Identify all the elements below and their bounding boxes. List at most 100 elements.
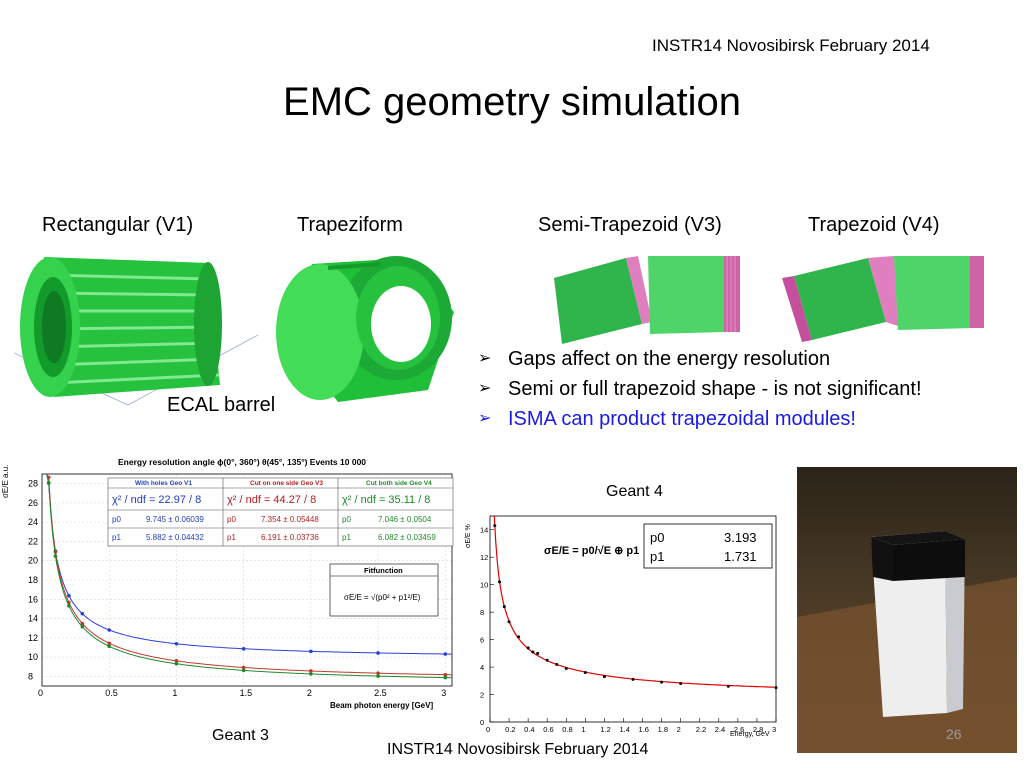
geant3-data-point [241, 646, 246, 651]
geant3-data-point [80, 621, 85, 626]
geant4-data-point [555, 662, 559, 666]
geant3-p1-v3: 6.191 ± 0.03736 [261, 533, 319, 542]
bullet-item-highlight: ➢ ISMA can product trapezoidal modules! [478, 404, 938, 434]
geant3-data-point [53, 554, 58, 558]
geant3-caption: Geant 3 [212, 727, 269, 744]
geant4-xtick-label: 0.4 [524, 725, 534, 734]
geant3-fit-curve-2 [46, 473, 453, 676]
geant4-curve [493, 515, 778, 690]
label-semi-trapezoid-v3: Semi-Trapezoid (V3) [538, 214, 722, 236]
slide-title: EMC geometry simulation [283, 80, 741, 124]
label-rectangular-v1: Rectangular (V1) [42, 214, 194, 236]
header-conference: INSTR14 Novosibirsk February 2014 [652, 36, 930, 55]
geant3-ticks: 0 0.5 1 1.5 2 2.5 3 8 10 12 14 16 18 20 22 24 26 28 [28, 479, 446, 698]
geant3-curves [46, 473, 453, 680]
geant4-xtick-label: 0.8 [562, 725, 572, 734]
geant3-p0-v1: 9.745 ± 0.06039 [146, 515, 204, 524]
geant3-chi-v3: χ² / ndf = 44.27 / 8 [227, 494, 316, 506]
geant3-data-point [376, 674, 380, 678]
geant3-col-head-v4: Cut both side Geo V4 [366, 480, 432, 487]
geant4-xtick-label: 0.2 [505, 725, 515, 734]
geant3-p0-label-v1: p0 [112, 515, 121, 524]
geant3-data-point [80, 624, 85, 629]
geant4-ytick-label: 12 [480, 553, 488, 562]
geant4-xtick-label: 1.6 [639, 725, 649, 734]
geant4-data-point [536, 651, 540, 655]
geant4-data-point [531, 650, 535, 654]
geant3-data-point [309, 669, 313, 673]
geant4-xtick-label: 1.4 [619, 725, 629, 734]
geant4-xtick-label: 2 [677, 725, 681, 734]
geant4-data-point [602, 675, 606, 679]
geant3-p1-v4: 6.082 ± 0.03459 [378, 533, 436, 542]
geant4-data-point [726, 684, 730, 688]
geant3-data-point [174, 641, 179, 646]
geant3-data-point [67, 593, 71, 598]
geant4-formula: σE/E = p0/√E ⊕ p1 [544, 545, 639, 557]
geant4-data-point [774, 686, 778, 690]
geant3-chart-title: Energy resolution angle ϕ(0°, 360°) θ(45… [118, 457, 366, 467]
geant3-ytick-label: 16 [28, 594, 38, 604]
geant3-p0-label-v3: p0 [227, 515, 236, 524]
label-trapezoid-v4: Trapezoid (V4) [808, 214, 940, 236]
geant3-xtick-label: 1 [172, 688, 177, 698]
geant3-p1-label-v3: p1 [227, 533, 236, 542]
geant4-data-point [517, 635, 521, 639]
geant3-data-point [80, 611, 85, 616]
geant4-ytick-label: 8 [480, 608, 484, 617]
geant3-p1-label-v4: p1 [342, 533, 351, 542]
geant3-xtick-label: 2 [307, 688, 312, 698]
geant3-ytick-label: 24 [28, 517, 38, 527]
geant3-data-point [107, 644, 112, 649]
page-number: 26 [946, 726, 962, 742]
geant3-ylabel: σE/E a.u. [1, 465, 10, 498]
geant3-ytick-label: 8 [28, 671, 33, 681]
geant4-ytick-label: 4 [480, 663, 484, 672]
geant4-data-point [526, 646, 530, 650]
geant4-ticks: 0 0.2 0.4 0.6 0.8 1 1.2 1.4 1.6 1.8 2 2.2 2.4 2.6 2.8 3… [480, 526, 777, 734]
geant3-fit-curve-3 [46, 473, 452, 679]
geant3-data-point [376, 671, 380, 675]
trapezoid-modules [782, 256, 984, 342]
isma-module-photo [797, 467, 1017, 753]
geant4-stat-p0-value: 3.193 [724, 530, 757, 545]
geant4-xtick-label: 2.8 [753, 725, 763, 734]
geant4-stat-p0-name: p0 [650, 530, 664, 545]
geant4-data-point [545, 658, 549, 662]
geant3-data-point [107, 628, 112, 632]
rectangular-barrel-illustration [13, 257, 259, 406]
geant4-data-point [507, 620, 511, 624]
geant3-resolution-chart: Energy resolution angle ϕ(0°, 360°) θ(45… [1, 457, 454, 710]
geant3-chi-v1: χ² / ndf = 22.97 / 8 [112, 494, 201, 506]
geant3-xtick-label: 1.5 [240, 688, 253, 698]
arrow-bullet-icon: ➢ [478, 350, 492, 367]
geant4-xtick-label: 2.2 [696, 725, 706, 734]
geant3-data-point [443, 675, 448, 680]
geant4-stat-p1-value: 1.731 [724, 549, 757, 564]
bullet-list: ➢ Gaps affect on the energy resolution ➢ S… [478, 344, 938, 434]
geant3-plot-frame [41, 473, 453, 687]
geant3-data-point [443, 672, 448, 677]
geant4-xtick-label: 3 [772, 725, 776, 734]
geant4-resolution-chart: 0 0.2 0.4 0.6 0.8 1 1.2 1.4 1.6 1.8 2 2.2 2.4 2.6 2.8 3… [465, 515, 778, 738]
geant3-p0-label-v4: p0 [342, 515, 351, 524]
geant4-data-point [502, 605, 506, 609]
geant4-caption: Geant 4 [606, 483, 663, 500]
geant4-data-point [498, 580, 502, 584]
geant4-ytick-label: 14 [480, 526, 488, 535]
geant4-data-point [583, 671, 587, 675]
geant4-data-point [660, 680, 664, 684]
geant4-data-point [631, 677, 635, 681]
geant3-p0-v3: 7.354 ± 0.05448 [261, 515, 319, 524]
geant4-xtick-label: 0 [486, 725, 490, 734]
geant3-fit-curve-1 [46, 473, 452, 655]
bullet-item: ➢ Semi or full trapezoid shape - is not s… [478, 374, 938, 404]
geant3-fitfunction-box: Fitfunction σE/E = √(p0² + p1²/E) [329, 563, 439, 617]
geant3-xtick-label: 0 [38, 688, 43, 698]
geant3-data-point [241, 668, 246, 673]
geant3-data-point [241, 665, 246, 670]
geant3-col-head-v3: Cut on one side Geo V3 [250, 480, 323, 487]
geant4-formula-box: σE/E = p0/√E ⊕ p1 [544, 545, 639, 557]
geant4-xtick-label: 1.8 [658, 725, 668, 734]
semi-trapezoid-modules [554, 256, 740, 344]
